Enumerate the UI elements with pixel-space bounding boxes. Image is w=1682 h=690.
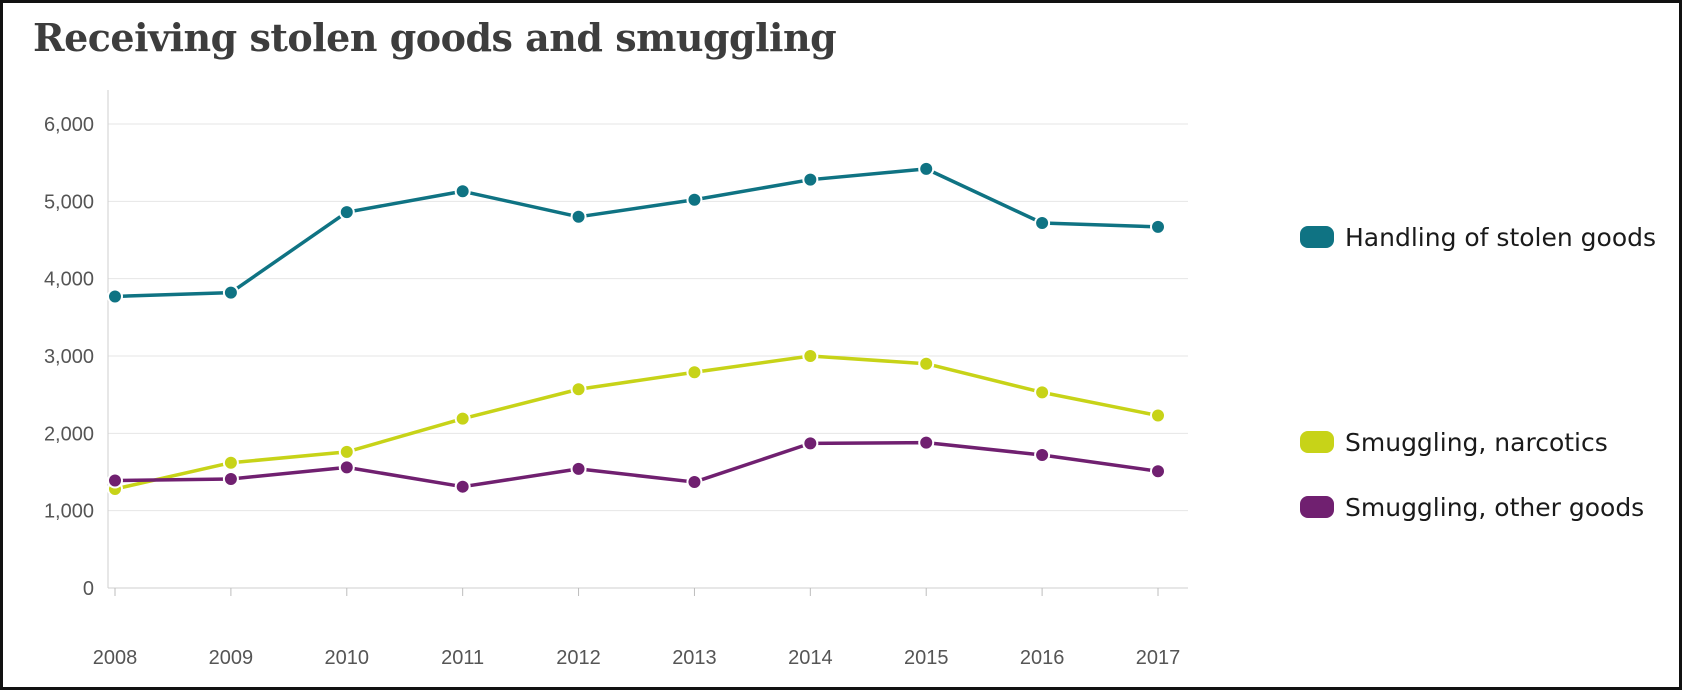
x-tick-label: 2012 xyxy=(556,647,601,669)
data-point xyxy=(107,288,123,305)
data-point xyxy=(454,183,471,200)
data-point xyxy=(222,454,239,471)
series-0 xyxy=(107,160,1166,305)
legend-swatch xyxy=(1300,226,1334,248)
y-tick-label: 3,000 xyxy=(44,346,94,368)
x-tick-label: 2016 xyxy=(1020,647,1065,669)
legend-item-0: Handling of stolen goods xyxy=(1300,223,1656,252)
gridlines xyxy=(108,123,1188,512)
y-tick-label: 4,000 xyxy=(44,269,94,291)
legend: Handling of stolen goods Smuggling, narco… xyxy=(1300,223,1656,522)
data-point xyxy=(1150,463,1166,480)
data-point xyxy=(1150,218,1166,235)
data-point xyxy=(1150,407,1166,424)
data-point xyxy=(1034,384,1051,401)
data-point xyxy=(918,434,935,451)
x-tick-label: 2014 xyxy=(788,647,833,669)
legend-swatch xyxy=(1300,431,1334,453)
legend-item-2: Smuggling, other goods xyxy=(1300,493,1644,522)
data-point xyxy=(570,208,587,225)
y-tick-label: 6,000 xyxy=(44,114,94,136)
data-point xyxy=(570,460,587,477)
legend-label: Smuggling, narcotics xyxy=(1345,428,1608,457)
y-tick-label: 5,000 xyxy=(44,191,94,213)
y-tick-label: 0 xyxy=(83,578,94,600)
x-tick-label: 2015 xyxy=(904,647,949,669)
chart-title: Receiving stolen goods and smuggling xyxy=(33,15,837,60)
data-point xyxy=(454,478,471,495)
x-tick-label: 2013 xyxy=(672,647,717,669)
data-point xyxy=(454,410,471,427)
data-point xyxy=(338,459,355,476)
y-tick-label: 2,000 xyxy=(44,423,94,445)
data-point xyxy=(107,472,123,489)
data-point xyxy=(802,171,819,188)
data-point xyxy=(222,470,239,487)
x-tick-label: 2017 xyxy=(1136,647,1181,669)
data-point xyxy=(918,355,935,372)
data-point xyxy=(570,381,587,398)
data-point xyxy=(338,443,355,460)
x-tick-label: 2008 xyxy=(93,647,138,669)
series-lines xyxy=(107,160,1166,498)
data-point xyxy=(338,204,355,221)
legend-item-1: Smuggling, narcotics xyxy=(1300,428,1608,457)
series-2 xyxy=(107,434,1166,495)
data-point xyxy=(222,284,239,301)
x-tick-label: 2009 xyxy=(209,647,254,669)
series-line xyxy=(114,440,1159,489)
x-tick-label: 2011 xyxy=(441,647,484,669)
series-1 xyxy=(107,348,1166,498)
x-tick-label: 2010 xyxy=(325,647,370,669)
data-point xyxy=(802,435,819,452)
data-point xyxy=(686,474,703,491)
data-point xyxy=(918,160,935,177)
data-point xyxy=(802,348,819,364)
legend-swatch xyxy=(1300,496,1334,518)
legend-label: Handling of stolen goods xyxy=(1345,223,1656,252)
series-line xyxy=(114,354,1159,491)
legend-label: Smuggling, other goods xyxy=(1345,493,1644,522)
data-point xyxy=(1034,214,1051,231)
data-point xyxy=(1034,446,1051,463)
y-tick-label: 1,000 xyxy=(44,501,94,523)
series-line xyxy=(114,167,1159,299)
axes: 0 1,000 2,000 3,000 4,000 5,000 6,000 2008 2009 2… xyxy=(44,90,1188,669)
data-point xyxy=(686,191,703,208)
data-point xyxy=(686,364,703,381)
